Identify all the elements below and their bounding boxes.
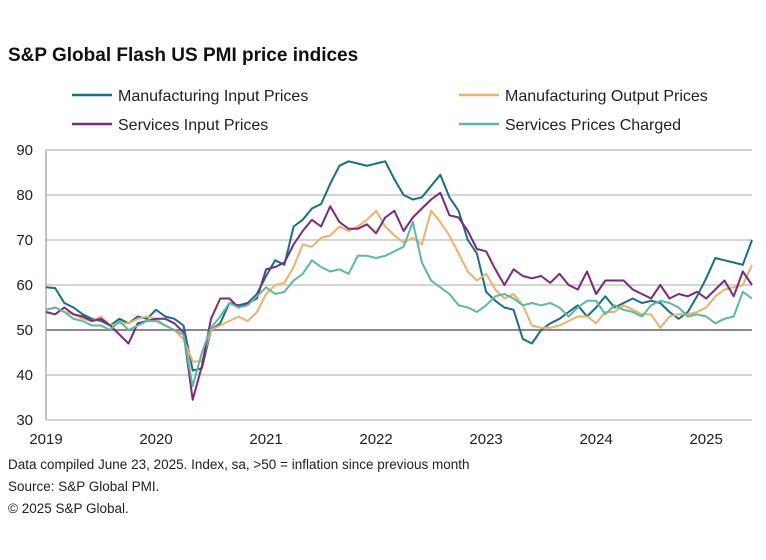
- legend-label: Services Input Prices: [118, 117, 268, 134]
- chart-title: S&P Global Flash US PMI price indices: [8, 45, 359, 66]
- y-tick-label: 90: [16, 142, 33, 159]
- y-tick-label: 80: [16, 187, 33, 204]
- series-lines: [45, 160, 753, 401]
- y-tick-label: 50: [16, 322, 33, 339]
- x-tick-label: 2020: [139, 431, 172, 448]
- series-line-services-prices-charged: [45, 221, 753, 388]
- x-axis-ticks: 2019 2020 2021 2022 2023 2024 2025: [29, 431, 723, 448]
- x-tick-label: 2025: [689, 431, 722, 448]
- x-tick-label: 2023: [469, 431, 502, 448]
- x-tick-label: 2022: [359, 431, 392, 448]
- y-tick-label: 40: [16, 367, 33, 384]
- x-tick-label: 2024: [579, 431, 612, 448]
- gridlines: [45, 149, 752, 421]
- y-tick-label: 60: [16, 277, 33, 294]
- legend: Manufacturing Input Prices Manufacturing …: [72, 88, 708, 134]
- x-tick-label: 2021: [249, 431, 282, 448]
- source-note: Source: S&P Global PMI.: [8, 479, 160, 494]
- series-line-manufacturing-output-prices: [45, 209, 753, 363]
- y-axis-ticks: 30 40 50 60 70 80 90: [16, 142, 33, 429]
- footnote: Data compiled June 23, 2025. Index, sa, …: [8, 457, 470, 472]
- copyright: © 2025 S&P Global.: [8, 501, 129, 516]
- legend-label: Manufacturing Output Prices: [505, 88, 708, 105]
- x-tick-label: 2019: [29, 431, 62, 448]
- legend-label: Services Prices Charged: [505, 117, 681, 134]
- series-line-manufacturing-input-prices: [45, 160, 753, 372]
- y-tick-label: 70: [16, 232, 33, 249]
- legend-label: Manufacturing Input Prices: [118, 88, 308, 105]
- y-tick-label: 30: [16, 412, 33, 429]
- series-line-services-input-prices: [45, 191, 753, 401]
